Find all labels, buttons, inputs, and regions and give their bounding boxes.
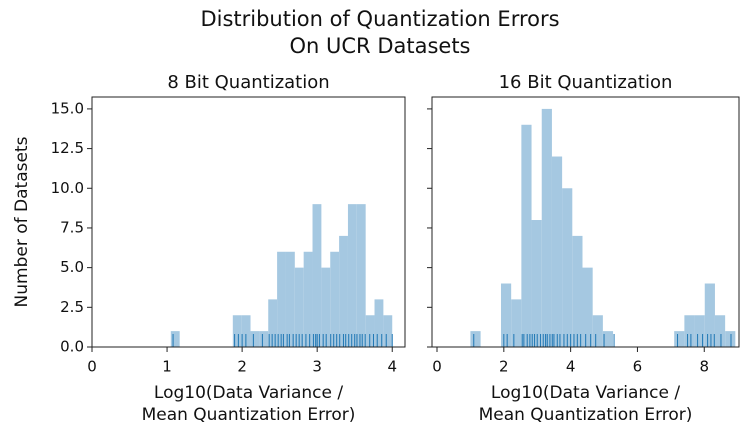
axes-title: 16 Bit Quantization bbox=[499, 72, 673, 93]
bar bbox=[592, 315, 603, 347]
x-axis-label: Log10(Data Variance / bbox=[154, 383, 343, 403]
bar bbox=[374, 299, 384, 347]
figure-title: On UCR Datasets bbox=[290, 34, 471, 58]
bar bbox=[582, 267, 593, 347]
x-tick-label: 6 bbox=[633, 358, 643, 376]
bar bbox=[232, 315, 242, 347]
x-tick-label: 4 bbox=[566, 358, 576, 376]
axes-frame bbox=[91, 96, 406, 348]
y-tick-label: 5.0 bbox=[60, 258, 84, 276]
y-tick-label: 2.5 bbox=[60, 298, 84, 316]
x-axis-label: Log10(Data Variance / bbox=[491, 383, 680, 403]
axes-frame bbox=[431, 96, 740, 348]
bar bbox=[312, 204, 322, 347]
bar bbox=[365, 315, 375, 347]
bar bbox=[294, 267, 304, 347]
bar bbox=[602, 331, 614, 347]
x-tick-label: 0 bbox=[432, 358, 442, 376]
bar bbox=[572, 235, 583, 347]
bar bbox=[562, 188, 573, 347]
bar bbox=[303, 251, 313, 347]
figure-title: Distribution of Quantization Errors bbox=[200, 7, 559, 31]
x-tick-label: 1 bbox=[162, 358, 172, 376]
y-tick-label: 7.5 bbox=[60, 218, 84, 236]
y-tick-label: 0.0 bbox=[60, 338, 84, 356]
x-tick-label: 2 bbox=[237, 358, 247, 376]
bar bbox=[241, 315, 251, 347]
bar bbox=[714, 315, 726, 347]
y-tick-label: 10.0 bbox=[51, 179, 84, 197]
x-axis-label: Mean Quantization Error) bbox=[479, 405, 693, 425]
bar bbox=[330, 251, 340, 347]
bar bbox=[277, 251, 286, 347]
bar bbox=[500, 283, 512, 347]
bar bbox=[347, 204, 357, 347]
axes-title: 8 Bit Quantization bbox=[167, 72, 329, 93]
x-tick-label: 2 bbox=[499, 358, 509, 376]
x-tick-label: 8 bbox=[699, 358, 709, 376]
bar bbox=[511, 299, 522, 347]
bar bbox=[684, 315, 695, 347]
x-tick-label: 3 bbox=[312, 358, 322, 376]
bar bbox=[170, 331, 180, 347]
y-tick-label: 12.5 bbox=[51, 139, 84, 157]
bar bbox=[704, 283, 715, 347]
bar bbox=[674, 331, 685, 347]
bar bbox=[259, 331, 269, 347]
bar bbox=[383, 315, 393, 347]
x-tick-label: 0 bbox=[87, 358, 97, 376]
bar bbox=[339, 235, 348, 347]
bar bbox=[470, 331, 481, 347]
x-axis-label: Mean Quantization Error) bbox=[142, 405, 356, 425]
bar bbox=[250, 331, 260, 347]
bar bbox=[541, 108, 552, 348]
bar bbox=[521, 124, 532, 348]
bar bbox=[321, 267, 331, 347]
bar bbox=[531, 220, 542, 347]
bar bbox=[551, 156, 563, 347]
bar bbox=[356, 204, 366, 347]
bar bbox=[285, 251, 295, 347]
bar bbox=[694, 315, 705, 347]
bar bbox=[268, 299, 278, 347]
x-tick-label: 4 bbox=[387, 358, 397, 376]
y-tick-label: 15.0 bbox=[51, 99, 84, 117]
bar bbox=[725, 331, 736, 347]
y-axis-label: Number of Datasets bbox=[12, 136, 32, 307]
